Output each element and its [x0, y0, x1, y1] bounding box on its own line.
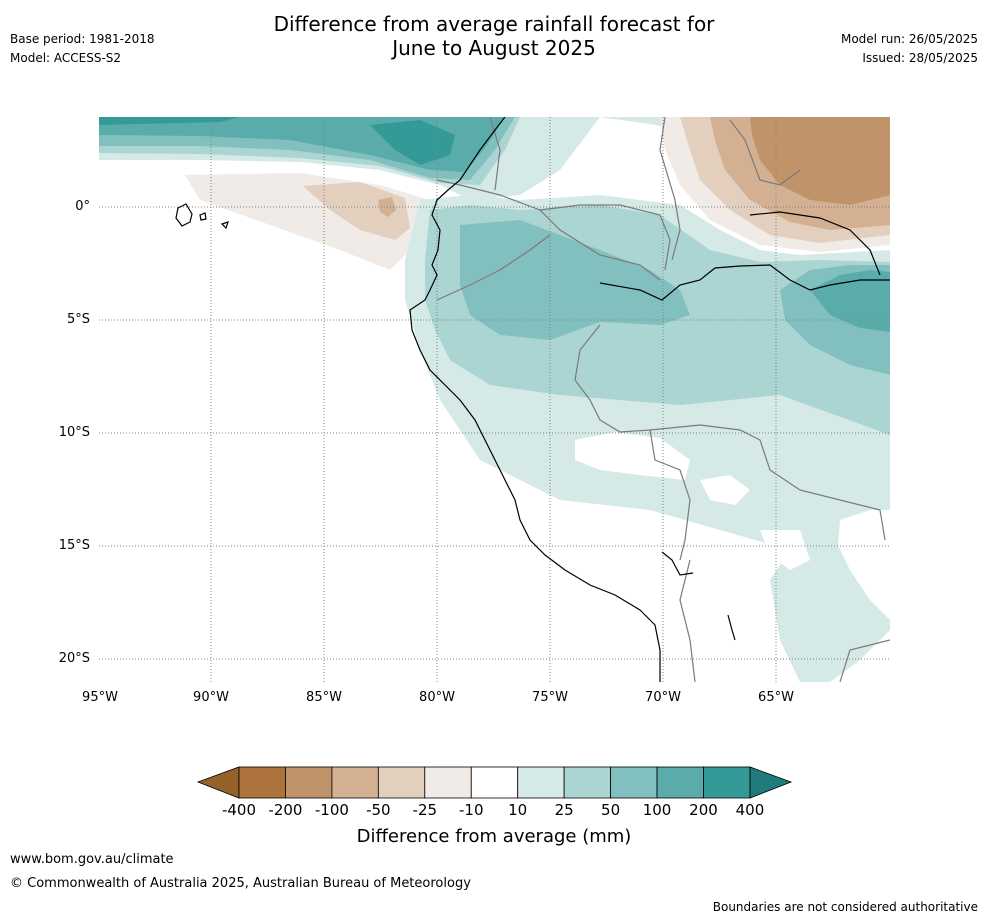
lon-label-95w: 95°W	[82, 690, 118, 705]
lon-label-75w: 75°W	[532, 690, 568, 705]
lon-label-85w: 85°W	[306, 690, 342, 705]
graticule	[99, 117, 890, 682]
issued-label: Issued: 28/05/2025	[862, 51, 978, 65]
legend-arrow-high	[749, 766, 793, 799]
footer-disclaimer: Boundaries are not considered authoritat…	[712, 900, 978, 914]
legend-arrow-low	[196, 766, 240, 799]
legend-tick-label: 100	[642, 801, 672, 819]
region-n50-n25-west	[303, 182, 410, 240]
legend-cell-p10_25	[517, 766, 565, 799]
coastline	[175, 117, 890, 682]
legend-cell-p100_200	[656, 766, 704, 799]
footer-url[interactable]: www.bom.gov.au/climate	[10, 852, 174, 867]
legend-cell-p50_100	[610, 766, 658, 799]
base-period-label: Base period: 1981-2018	[10, 32, 155, 46]
legend-tick-label: -10	[459, 801, 484, 819]
legend-tick-label: -100	[314, 801, 349, 819]
lon-label-70w: 70°W	[645, 690, 681, 705]
region-n10-10-gap-c	[760, 530, 810, 570]
legend-colorbar	[196, 766, 793, 799]
lat-label-5s: 5°S	[66, 312, 90, 327]
lat-label-20s: 20°S	[58, 651, 90, 666]
lat-label-0: 0°	[75, 199, 90, 214]
legend-tick-label: -200	[268, 801, 303, 819]
lon-label-80w: 80°W	[419, 690, 455, 705]
region-n10-10-gap-a	[575, 432, 690, 480]
region-p50-100-main	[460, 220, 690, 340]
footer-copyright: © Commonwealth of Australia 2025, Austra…	[10, 876, 471, 891]
legend-cell-n10_10	[470, 766, 519, 799]
legend-cell-n400_n200	[238, 766, 286, 799]
legend-tick-label: -50	[366, 801, 391, 819]
legend-cell-n50_n25	[377, 766, 426, 799]
lon-label-65w: 65°W	[758, 690, 794, 705]
lat-label-10s: 10°S	[58, 425, 90, 440]
legend-cell-p200_400	[703, 766, 751, 799]
chart-title: Difference from average rainfall forecas…	[273, 12, 715, 60]
lon-label-90w: 90°W	[193, 690, 229, 705]
legend-tick-label: 10	[508, 801, 528, 819]
lat-label-15s: 15°S	[58, 538, 90, 553]
legend-tick-label: 200	[689, 801, 718, 819]
region-n10-10-gap-d	[838, 510, 890, 620]
region-p200-400-north	[99, 117, 455, 165]
model-run-label: Model run: 26/05/2025	[840, 32, 978, 46]
region-n200-n100-ne	[750, 117, 890, 205]
legend-tick-label: 50	[601, 801, 621, 819]
legend-tick-label: -25	[412, 801, 438, 819]
legend-cell-p25_50	[563, 766, 611, 799]
legend-tick-label: 25	[554, 801, 574, 819]
legend-title: Difference from average (mm)	[356, 826, 632, 847]
legend-tick-label: -400	[221, 801, 257, 819]
legend-tick-label: 400	[735, 801, 765, 819]
legend-cell-n25_n10	[424, 766, 472, 799]
country-borders	[436, 117, 890, 682]
region-n10-10-gap-b	[700, 475, 750, 505]
legend-cell-n100_n50	[331, 766, 379, 799]
model-label: Model: ACCESS-S2	[10, 51, 122, 65]
legend-cell-n200_n100	[285, 766, 333, 799]
